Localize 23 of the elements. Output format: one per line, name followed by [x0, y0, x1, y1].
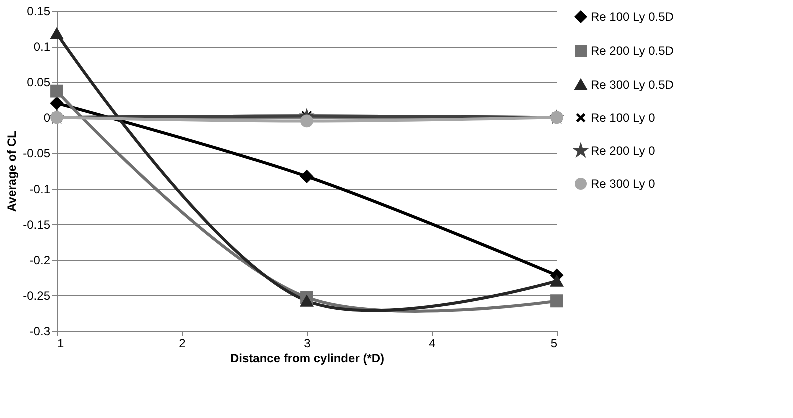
x-tick-label: 2 [179, 336, 186, 350]
y-tick-label: 0.15 [27, 4, 51, 18]
x-axis-title: Distance from cylinder (*D) [230, 352, 385, 366]
y-tick-label: 0.1 [34, 40, 51, 54]
y-tick-label: 0 [44, 111, 51, 126]
x-tick-label: 5 [550, 336, 558, 350]
legend-label: Re 100 Ly 0 [591, 111, 656, 125]
x-tick-label: 3 [304, 336, 312, 350]
legend-label: Re 300 Ly 0 [591, 177, 656, 191]
y-tick-label: -0.3 [30, 324, 51, 338]
y-tick-label: -0.1 [30, 182, 51, 196]
y-tick-label: -0.25 [23, 288, 51, 303]
legend-label: Re 200 Ly 0 [591, 144, 656, 158]
y-tick-label: -0.05 [23, 146, 51, 161]
legend-label: Re 300 Ly 0.5D [591, 78, 674, 92]
y-axis-title: Average of CL [5, 131, 20, 212]
x-tick-label: 4 [429, 336, 436, 350]
legend-label: Re 100 Ly 0.5D [591, 10, 674, 24]
x-tick-label: 1 [58, 336, 64, 350]
legend-label: Re 200 Ly 0.5D [591, 44, 674, 58]
y-tick-label: 0.05 [27, 76, 51, 90]
y-tick-label: -0.15 [23, 218, 51, 232]
y-tick-label: -0.2 [30, 253, 51, 268]
